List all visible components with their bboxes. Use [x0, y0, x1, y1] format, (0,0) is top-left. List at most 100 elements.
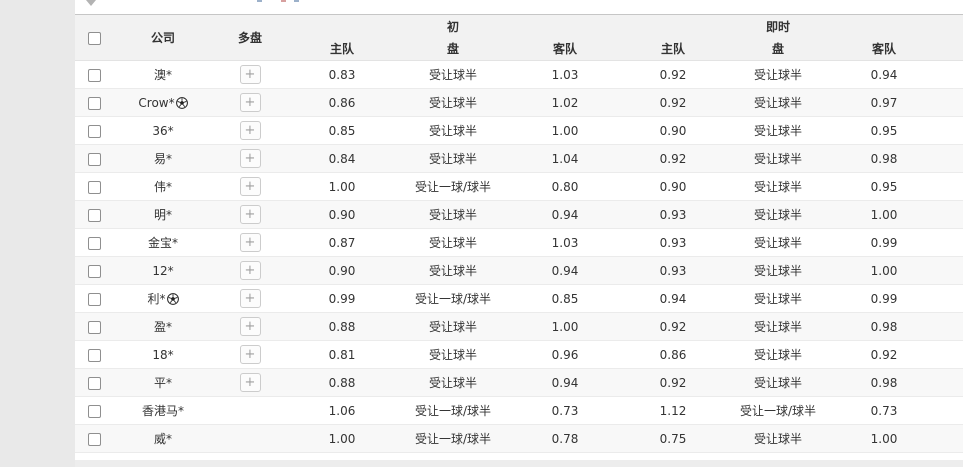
initial-home-odds: 0.87: [287, 228, 397, 257]
row-checkbox-cell: [75, 340, 113, 369]
company-cell: 伟*: [113, 172, 213, 201]
live-away-odds: 0.95: [831, 172, 963, 201]
expand-odds-button[interactable]: +: [239, 317, 261, 336]
multi-odds-cell: +: [213, 340, 287, 369]
company-cell: 澳*: [113, 60, 213, 89]
live-handicap: 受让球半: [725, 424, 831, 453]
expand-odds-button[interactable]: +: [239, 93, 261, 112]
initial-away-odds: 0.96: [509, 340, 621, 369]
clipped-text-remnant: [281, 0, 286, 2]
initial-away-odds: 0.80: [509, 172, 621, 201]
row-checkbox-cell: [75, 368, 113, 397]
expand-odds-button[interactable]: +: [239, 65, 261, 84]
table-row: 12* + 0.90 受让球半 0.94 0.93 受让球半 1.00: [75, 256, 963, 285]
row-checkbox-cell: [75, 144, 113, 173]
company-name: 18*: [152, 347, 174, 362]
live-home-odds: 1.12: [621, 396, 725, 425]
expand-odds-button[interactable]: +: [239, 149, 261, 168]
live-handicap: 受让球半: [725, 312, 831, 341]
company-name: 澳*: [153, 68, 172, 82]
company-name: 盈*: [153, 320, 172, 334]
initial-away-odds: 1.03: [509, 60, 621, 89]
row-checkbox[interactable]: [87, 180, 101, 194]
row-checkbox-cell: [75, 228, 113, 257]
company-cell: 利*: [113, 284, 213, 313]
row-checkbox[interactable]: [87, 348, 101, 362]
select-all-checkbox[interactable]: [87, 31, 101, 45]
odds-table-body: 澳* + 0.83 受让球半 1.03 0.92 受让球半 0.94 Crow*…: [75, 60, 963, 453]
live-home-odds: 0.90: [621, 172, 725, 201]
expand-odds-button[interactable]: +: [239, 289, 261, 308]
expand-odds-button[interactable]: +: [239, 233, 261, 252]
row-checkbox[interactable]: [87, 264, 101, 278]
initial-home-odds: 0.88: [287, 312, 397, 341]
company-name: 伟*: [153, 180, 172, 194]
company-cell: 香港马*: [113, 396, 213, 425]
live-handicap: 受让球半: [725, 368, 831, 397]
row-checkbox[interactable]: [87, 292, 101, 306]
expand-odds-button[interactable]: +: [239, 345, 261, 364]
initial-away-odds: 0.73: [509, 396, 621, 425]
initial-home-odds: 0.83: [287, 60, 397, 89]
live-away-odds: 0.99: [831, 228, 963, 257]
row-checkbox[interactable]: [87, 432, 101, 446]
initial-home-odds: 0.99: [287, 284, 397, 313]
initial-away-odds: 1.04: [509, 144, 621, 173]
plus-icon: +: [244, 122, 256, 138]
multi-odds-cell: +: [213, 200, 287, 229]
company-cell: 易*: [113, 144, 213, 173]
table-row: 伟* + 1.00 受让一球/球半 0.80 0.90 受让球半 0.95: [75, 172, 963, 201]
down-arrow-icon[interactable]: [86, 0, 96, 7]
row-checkbox-cell: [75, 284, 113, 313]
live-away-odds: 0.99: [831, 284, 963, 313]
row-checkbox[interactable]: [87, 124, 101, 138]
multi-odds-cell: +: [213, 144, 287, 173]
initial-home-odds: 0.85: [287, 116, 397, 145]
table-row: 盈* + 0.88 受让球半 1.00 0.92 受让球半 0.98: [75, 312, 963, 341]
expand-odds-button[interactable]: +: [239, 373, 261, 392]
live-handicap: 受让球半: [725, 200, 831, 229]
expand-odds-button[interactable]: +: [239, 261, 261, 280]
live-handicap: 受让球半: [725, 144, 831, 173]
company-name: 平*: [153, 376, 172, 390]
initial-handicap: 受让球半: [397, 200, 509, 229]
top-strip: [75, 0, 963, 14]
live-away-odds: 0.98: [831, 312, 963, 341]
row-checkbox[interactable]: [87, 208, 101, 222]
column-header-live-away: 客队: [831, 37, 963, 61]
live-home-odds: 0.92: [621, 88, 725, 117]
column-header-live-home: 主队: [621, 37, 725, 61]
initial-home-odds: 1.06: [287, 396, 397, 425]
live-home-odds: 0.92: [621, 60, 725, 89]
initial-handicap: 受让球半: [397, 60, 509, 89]
initial-handicap: 受让球半: [397, 340, 509, 369]
row-checkbox[interactable]: [87, 404, 101, 418]
row-checkbox[interactable]: [87, 152, 101, 166]
expand-odds-button[interactable]: +: [239, 177, 261, 196]
row-checkbox-cell: [75, 396, 113, 425]
header-row-columns: 主队 盘 客队 主队 盘 客队: [75, 37, 963, 61]
clipped-text-remnant: [294, 0, 299, 2]
row-checkbox[interactable]: [87, 320, 101, 334]
expand-odds-button[interactable]: +: [239, 121, 261, 140]
row-checkbox[interactable]: [87, 236, 101, 250]
live-home-odds: 0.93: [621, 200, 725, 229]
row-checkbox-cell: [75, 88, 113, 117]
live-handicap: 受让球半: [725, 284, 831, 313]
live-handicap: 受让球半: [725, 60, 831, 89]
row-checkbox[interactable]: [87, 96, 101, 110]
multi-odds-cell: +: [213, 284, 287, 313]
company-name: 易*: [153, 152, 172, 166]
row-checkbox-cell: [75, 424, 113, 453]
row-checkbox[interactable]: [87, 376, 101, 390]
row-checkbox[interactable]: [87, 68, 101, 82]
live-home-odds: 0.90: [621, 116, 725, 145]
column-group-initial-odds: 初: [397, 14, 509, 38]
initial-home-odds: 0.81: [287, 340, 397, 369]
initial-handicap: 受让一球/球半: [397, 396, 509, 425]
initial-handicap: 受让一球/球半: [397, 424, 509, 453]
expand-odds-button[interactable]: +: [239, 205, 261, 224]
initial-away-odds: 0.78: [509, 424, 621, 453]
live-away-odds: 1.00: [831, 200, 963, 229]
row-checkbox-cell: [75, 116, 113, 145]
